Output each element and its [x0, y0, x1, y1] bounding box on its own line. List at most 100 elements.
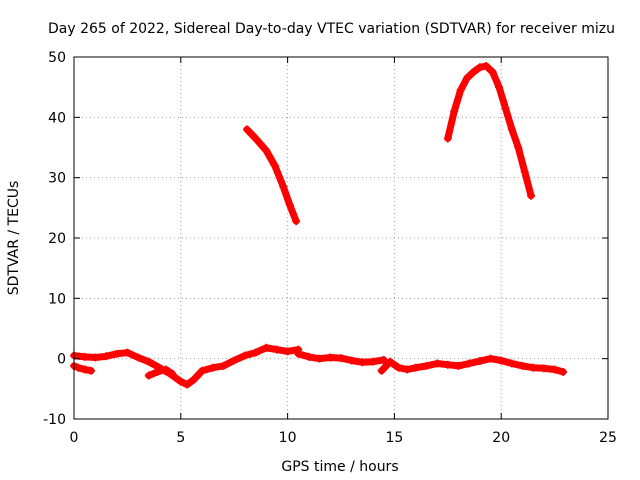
data-point: [262, 343, 271, 352]
series-line: [444, 62, 535, 200]
y-tick-label: 40: [48, 110, 66, 126]
data-point: [443, 134, 452, 143]
data-point: [507, 125, 516, 134]
data-point: [518, 361, 527, 370]
data-point: [488, 68, 497, 77]
data-point: [208, 363, 217, 372]
y-tick-label: 30: [48, 171, 66, 187]
y-tick-label: 10: [48, 291, 66, 307]
data-point: [112, 349, 121, 358]
data-point: [134, 353, 143, 362]
y-tick-labels: -10 0 10 20 30 40 50: [43, 50, 66, 428]
grid-lines: [74, 57, 608, 419]
data-point: [230, 356, 239, 365]
data-point: [501, 104, 510, 113]
x-tick-label: 15: [385, 430, 403, 446]
data-point: [386, 357, 395, 366]
data-point: [315, 354, 324, 363]
data-point: [326, 353, 335, 362]
data-point: [153, 367, 162, 376]
data-point: [456, 86, 465, 95]
data-point: [475, 357, 484, 366]
data-point: [377, 366, 386, 375]
data-point: [102, 352, 111, 361]
data-point: [144, 357, 153, 366]
series-arc-3: [144, 365, 177, 380]
data-point: [337, 354, 345, 363]
series-arc-7: [443, 62, 536, 200]
data-point: [507, 359, 516, 368]
data-point: [87, 366, 96, 375]
x-tick-label: 10: [279, 430, 297, 446]
data-point: [454, 361, 463, 370]
data-point: [433, 359, 442, 368]
data-point: [176, 377, 185, 386]
data-point: [74, 363, 83, 372]
data-point: [80, 352, 89, 361]
data-point: [443, 360, 452, 369]
data-point: [465, 359, 474, 368]
x-axis-label: GPS time / hours: [281, 459, 398, 475]
data-point: [243, 125, 252, 134]
data-point: [304, 352, 313, 361]
data-point: [550, 365, 559, 374]
y-tick-label: 0: [57, 352, 66, 368]
series-arc-6: [243, 125, 301, 226]
data-point: [183, 380, 192, 389]
data-point: [189, 375, 198, 384]
x-tick-label: 0: [70, 430, 79, 446]
y-tick-label: 50: [48, 50, 66, 66]
chart-title: Day 265 of 2022, Sidereal Day-to-day VTE…: [48, 21, 615, 37]
data-point: [240, 351, 249, 360]
x-tick-label: 20: [492, 430, 510, 446]
data-point: [422, 361, 431, 370]
series-line: [145, 366, 176, 380]
data-point: [514, 143, 523, 152]
series-arc-5: [377, 354, 568, 376]
data-point: [262, 146, 271, 155]
data-point: [403, 365, 412, 374]
y-tick-label: -10: [43, 412, 66, 428]
data-point: [369, 357, 378, 366]
data-point: [347, 356, 356, 365]
data-series-layer: [70, 62, 568, 389]
data-point: [486, 354, 495, 363]
y-tick-label: 20: [48, 231, 66, 247]
data-point: [161, 365, 170, 374]
data-point: [80, 365, 89, 374]
data-point: [168, 369, 177, 378]
series-arc-4: [294, 349, 388, 367]
data-point: [379, 355, 388, 364]
series-line: [70, 344, 302, 389]
y-axis-label: SDTVAR / TECUs: [6, 181, 22, 296]
x-tick-label: 5: [176, 430, 185, 446]
x-tick-label: 25: [599, 430, 617, 446]
data-point: [463, 74, 472, 83]
data-point: [283, 347, 292, 356]
series-line: [243, 125, 300, 225]
axis-ticks: [73, 56, 609, 420]
data-point: [123, 348, 132, 357]
series-arc-1: [70, 361, 96, 375]
data-point: [497, 356, 506, 365]
data-point: [198, 366, 207, 375]
data-point: [144, 371, 153, 380]
data-point: [475, 63, 484, 72]
data-point: [251, 348, 260, 357]
series-arc-2: [70, 343, 303, 389]
data-point: [520, 167, 529, 176]
data-point: [529, 363, 538, 372]
data-point: [272, 345, 281, 354]
data-point: [495, 83, 504, 92]
data-point: [469, 68, 478, 77]
data-point: [251, 134, 260, 143]
data-point: [219, 361, 228, 370]
data-point: [285, 200, 294, 209]
data-point: [527, 191, 536, 200]
data-point: [294, 349, 303, 358]
data-point: [394, 363, 403, 372]
data-point: [482, 62, 491, 71]
data-point: [358, 358, 367, 367]
data-point: [450, 107, 459, 116]
